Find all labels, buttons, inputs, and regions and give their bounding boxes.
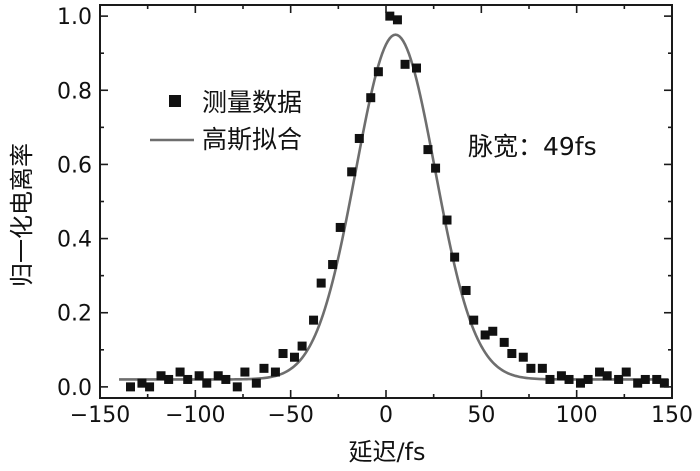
x-tick-label: 150 (651, 403, 693, 428)
x-axis-label: 延迟/fs (348, 438, 425, 466)
data-point (347, 167, 357, 177)
data-point (556, 371, 566, 381)
data-point (156, 371, 166, 381)
y-tick-label: 0.2 (57, 302, 92, 327)
data-point (499, 337, 509, 347)
y-tick-label: 0.8 (57, 79, 92, 104)
data-point (145, 382, 155, 392)
x-tick-label: 50 (467, 403, 495, 428)
data-point (431, 163, 441, 173)
plot-frame (99, 4, 673, 399)
data-point (412, 63, 422, 73)
data-point (354, 133, 364, 143)
data-point (442, 215, 452, 225)
data-point (507, 349, 517, 359)
data-point (194, 371, 204, 381)
data-point (545, 374, 555, 384)
y-tick-label: 0.4 (57, 228, 92, 253)
data-point (461, 285, 471, 295)
legend-marker-scatter (169, 95, 181, 107)
data-point (575, 378, 585, 388)
data-point (400, 59, 410, 69)
data-point (232, 382, 242, 392)
data-point (450, 252, 460, 262)
data-point (518, 352, 528, 362)
data-point (480, 330, 490, 340)
data-point (137, 378, 147, 388)
y-axis-label: 归一化电离率 (8, 143, 36, 287)
data-point (392, 15, 402, 25)
data-point (259, 363, 269, 373)
data-point (659, 378, 669, 388)
y-tick-label: 1.0 (57, 5, 92, 30)
data-point (423, 145, 433, 155)
data-point (640, 374, 650, 384)
data-point (385, 11, 395, 21)
pulse-width-annotation: 脉宽：49fs (468, 132, 597, 161)
data-point (289, 352, 299, 362)
y-tick-label: 0.0 (57, 376, 92, 401)
data-point (583, 374, 593, 384)
x-tick-label: −150 (70, 403, 130, 428)
data-point (309, 315, 319, 325)
data-point (537, 363, 547, 373)
x-tick-label: 100 (556, 403, 598, 428)
legend-label-fit: 高斯拟合 (202, 125, 302, 154)
data-point (564, 374, 574, 384)
data-point (270, 367, 280, 377)
data-point (251, 378, 261, 388)
data-point (278, 349, 288, 359)
x-tick-label: 0 (379, 403, 393, 428)
data-point (221, 374, 231, 384)
data-point (488, 326, 498, 336)
legend-label-measured: 测量数据 (202, 88, 302, 117)
axis-ticks: −150 −100 −50 0 50 100 150 0.0 0.2 0.4 0.6 0.8 1.0 (57, 5, 693, 428)
data-point (183, 374, 193, 384)
data-point (602, 371, 612, 381)
data-point (526, 363, 536, 373)
legend: 测量数据 高斯拟合 (150, 88, 302, 154)
data-point (328, 260, 338, 270)
data-points (126, 11, 669, 392)
data-point (652, 374, 662, 384)
data-point (335, 222, 345, 232)
data-point (175, 367, 185, 377)
data-point (614, 374, 624, 384)
data-point (469, 315, 479, 325)
data-point (633, 378, 643, 388)
data-point (213, 371, 223, 381)
data-point (621, 367, 631, 377)
data-point (164, 374, 174, 384)
data-point (595, 367, 605, 377)
y-tick-label: 0.6 (57, 153, 92, 178)
data-point (366, 93, 376, 103)
x-tick-label: −100 (165, 403, 225, 428)
data-point (202, 378, 212, 388)
x-tick-label: −50 (267, 403, 313, 428)
data-point (297, 341, 307, 351)
data-point (240, 367, 250, 377)
data-point (316, 278, 326, 288)
gaussian-fit-line (119, 33, 669, 381)
data-point (126, 382, 136, 392)
data-point (373, 67, 383, 77)
